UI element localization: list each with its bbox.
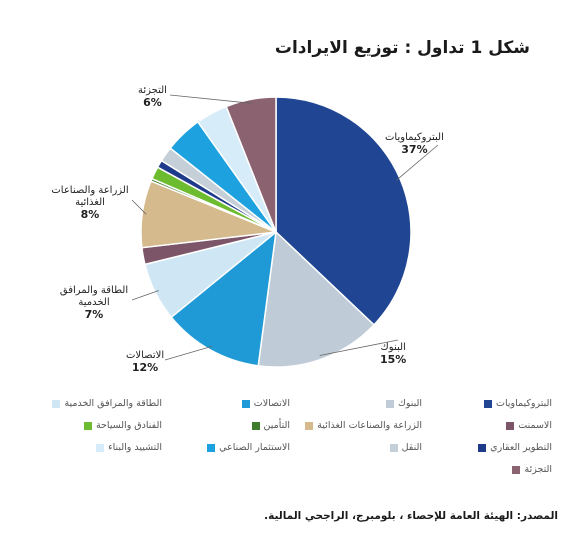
- pie-label-banks: البنوك 15%: [380, 342, 406, 366]
- pie-label-petrochem: البتروكيماويات 37%: [385, 132, 444, 156]
- legend-swatch: [484, 399, 493, 408]
- pie-slice: [225, 96, 277, 233]
- legend-swatch: [389, 443, 398, 452]
- legend-label: الاتصالات: [253, 398, 290, 409]
- legend-item: الاسمنت: [506, 420, 552, 431]
- pie-label-pct: 37%: [401, 143, 428, 156]
- legend-label: النقل: [401, 442, 422, 453]
- chart-legend: البتروكيماويات البنوك الاتصالات الطاقة والم…: [52, 392, 552, 482]
- pie-label-pct: 8%: [80, 208, 100, 221]
- pie-label-name: البنوك: [380, 342, 406, 353]
- pie-label-telecom: الاتصالات 12%: [126, 350, 164, 374]
- leader-line: [396, 144, 439, 181]
- pie-label-pct: 6%: [143, 96, 162, 109]
- pie-slice: [170, 230, 277, 367]
- legend-item: التشييد والبناء: [96, 442, 162, 453]
- pie-chart: [131, 94, 439, 368]
- legend-label: البنوك: [397, 398, 422, 409]
- legend-swatch: [251, 421, 260, 430]
- pie-slice: [257, 230, 376, 368]
- legend-label: البتروكيماويات: [496, 398, 552, 409]
- leader-line: [131, 290, 159, 301]
- legend-item: التطوير العقاري: [478, 442, 552, 453]
- legend-swatch: [83, 421, 92, 430]
- leader-line: [131, 199, 147, 215]
- legend-label: الطاقة والمرافق الخدمية: [64, 398, 162, 409]
- pie-label-retail: التجزئة 6%: [138, 85, 167, 109]
- legend-swatch: [96, 443, 105, 452]
- legend-item: البتروكيماويات: [484, 398, 552, 409]
- pie-label-agri: الزراعة والصناعات الغذائية 8%: [42, 185, 138, 221]
- pie-label-name: الطاقة والمرافق الخدمية: [59, 285, 129, 308]
- legend-item: الاستثمار الصناعي: [207, 442, 290, 453]
- legend-swatch: [385, 399, 394, 408]
- legend-item: الفنادق والسياحة: [83, 420, 162, 431]
- legend-label: التأمين: [263, 420, 290, 431]
- pie-label-pct: 12%: [131, 361, 159, 374]
- legend-label: التجزئة: [524, 464, 552, 475]
- pie-label-name: التجزئة: [138, 85, 167, 96]
- legend-label: الاستثمار الصناعي: [219, 442, 290, 453]
- pie-label-energy: الطاقة والمرافق الخدمية 7%: [50, 285, 138, 321]
- pie-label-pct: 7%: [84, 308, 104, 321]
- legend-label: الزراعة والصناعات الغذائية: [317, 420, 422, 431]
- legend-item: التجزئة: [512, 464, 552, 475]
- legend-swatch: [305, 421, 314, 430]
- source-note: المصدر: الهيئة العامة للإحصاء ، بلومبرج،…: [264, 510, 558, 522]
- legend-item: الاتصالات: [241, 398, 290, 409]
- legend-swatch: [506, 421, 515, 430]
- leader-line: [164, 345, 213, 361]
- chart-title: شكل 1 تداول : توزيع الايرادات: [274, 38, 530, 58]
- pie-label-name: الزراعة والصناعات الغذائية: [51, 185, 129, 208]
- pie-label-name: البتروكيماويات: [385, 132, 444, 143]
- legend-swatch: [478, 443, 487, 452]
- legend-item: الزراعة والصناعات الغذائية: [305, 420, 422, 431]
- legend-label: التطوير العقاري: [490, 442, 552, 453]
- legend-item: البنوك: [385, 398, 422, 409]
- pie-label-pct: 15%: [380, 353, 407, 366]
- legend-swatch: [512, 465, 521, 474]
- legend-swatch: [52, 399, 61, 408]
- leader-line: [319, 339, 399, 356]
- legend-swatch: [241, 399, 250, 408]
- legend-item: الطاقة والمرافق الخدمية: [52, 398, 162, 409]
- legend-swatch: [207, 443, 216, 452]
- legend-item: التأمين: [251, 420, 290, 431]
- legend-item: النقل: [389, 442, 422, 453]
- legend-label: التشييد والبناء: [108, 442, 162, 453]
- leader-line: [169, 94, 252, 104]
- pie-label-name: الاتصالات: [126, 350, 165, 361]
- legend-label: الاسمنت: [518, 420, 552, 431]
- legend-label: الفنادق والسياحة: [95, 420, 162, 431]
- pie-slice: [275, 96, 412, 326]
